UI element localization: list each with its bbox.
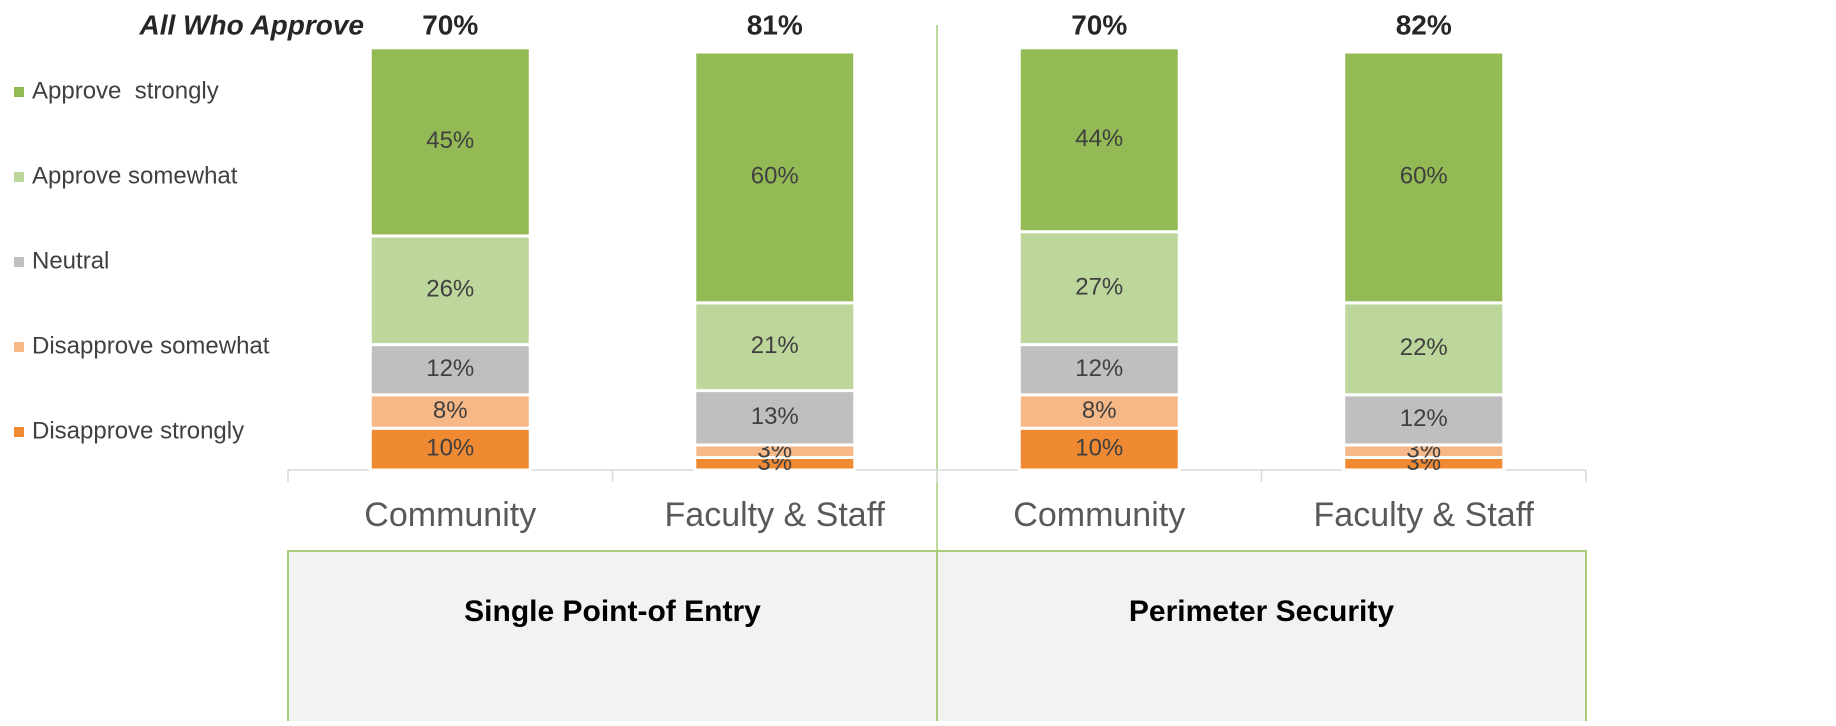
value-label: 10% xyxy=(426,434,474,461)
legend-label: Disapprove somewhat xyxy=(32,332,270,359)
group-label: Perimeter Security xyxy=(1129,595,1394,628)
bar-segment xyxy=(1342,393,1506,447)
value-label: 27% xyxy=(1075,274,1123,301)
bar-segment xyxy=(1342,50,1506,305)
bar-segment xyxy=(1017,343,1181,397)
total-label: 81% xyxy=(747,9,803,40)
value-label: 26% xyxy=(426,276,474,303)
value-label: 22% xyxy=(1400,334,1448,361)
legend-swatch xyxy=(14,342,24,352)
total-label: 82% xyxy=(1396,9,1452,40)
legend-label: Neutral xyxy=(32,247,109,274)
bar-segment xyxy=(693,301,857,393)
total-label: 70% xyxy=(422,9,478,40)
x-tick-label: Community xyxy=(1013,496,1185,534)
value-label: 12% xyxy=(1400,405,1448,432)
legend-label: Approve strongly xyxy=(32,77,219,104)
bar-segment xyxy=(368,426,532,472)
group-box xyxy=(936,550,1587,726)
x-tick-label: Faculty & Staff xyxy=(665,496,886,534)
bar-segment xyxy=(1017,230,1181,347)
bar-segment xyxy=(368,393,532,430)
group-box xyxy=(287,550,938,726)
value-label: 13% xyxy=(751,403,799,430)
bar-segment xyxy=(368,46,532,238)
value-label: 8% xyxy=(1082,397,1117,424)
value-label: 12% xyxy=(1075,355,1123,382)
bar-segment xyxy=(693,50,857,305)
value-label: 44% xyxy=(1075,125,1123,152)
bar-segment xyxy=(1017,393,1181,430)
value-label: 10% xyxy=(1075,434,1123,461)
legend-label: Disapprove strongly xyxy=(32,417,244,444)
legend-label: Approve somewhat xyxy=(32,162,238,189)
value-label: 45% xyxy=(426,127,474,154)
legend-swatch xyxy=(14,87,24,97)
x-tick-label: Faculty & Staff xyxy=(1314,496,1535,534)
x-tick-label: Community xyxy=(364,496,536,534)
value-label: 21% xyxy=(751,332,799,359)
legend-swatch xyxy=(14,172,24,182)
bar-segment xyxy=(368,234,532,347)
group-label: Single Point-of Entry xyxy=(464,595,761,628)
value-label: 8% xyxy=(433,397,468,424)
bar-segment xyxy=(368,343,532,397)
value-label: 60% xyxy=(751,163,799,190)
legend-swatch xyxy=(14,257,24,267)
value-label: 60% xyxy=(1400,163,1448,190)
legend-swatch xyxy=(14,427,24,437)
value-label: 12% xyxy=(426,355,474,382)
bar-segment xyxy=(1017,46,1181,234)
totals-title: All Who Approve xyxy=(138,9,364,40)
total-label: 70% xyxy=(1071,9,1127,40)
